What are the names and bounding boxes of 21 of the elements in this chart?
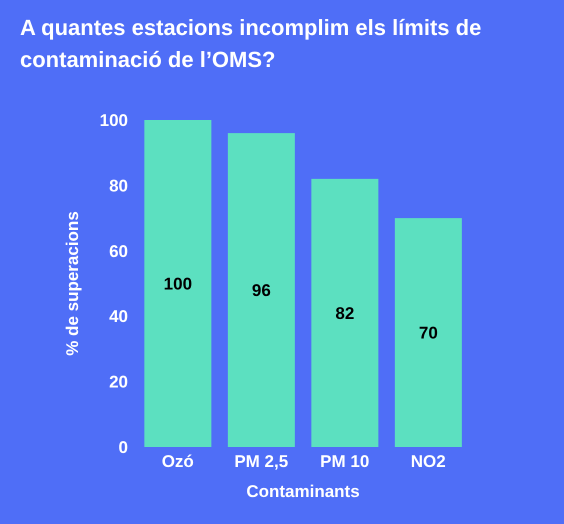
y-axis-title: % de superacions [63, 211, 82, 356]
y-tick-label: 60 [109, 242, 128, 261]
data-label: 70 [418, 324, 438, 343]
data-label: 96 [252, 281, 271, 300]
chart-title: A quantes estacions incomplim els límits de contaminació de l’OMS? [20, 14, 482, 74]
bar [228, 133, 295, 447]
x-axis-title: Contaminants [246, 482, 360, 501]
bar [144, 120, 212, 447]
data-label: 82 [335, 304, 354, 323]
y-tick-label: 100 [100, 111, 128, 130]
x-tick-label: PM 10 [320, 452, 370, 472]
x-tick-label: Ozó [162, 452, 194, 472]
bar [394, 218, 462, 447]
bar [311, 178, 378, 447]
y-tick-label: 0 [118, 438, 128, 458]
x-tick-label: NO2 [410, 452, 446, 472]
y-tick-label: 20 [109, 372, 128, 392]
y-tick-label: 80 [109, 176, 128, 196]
data-label: 100 [164, 274, 192, 294]
y-tick-label: 40 [109, 307, 128, 326]
x-tick-label: PM 2,5 [234, 452, 288, 472]
